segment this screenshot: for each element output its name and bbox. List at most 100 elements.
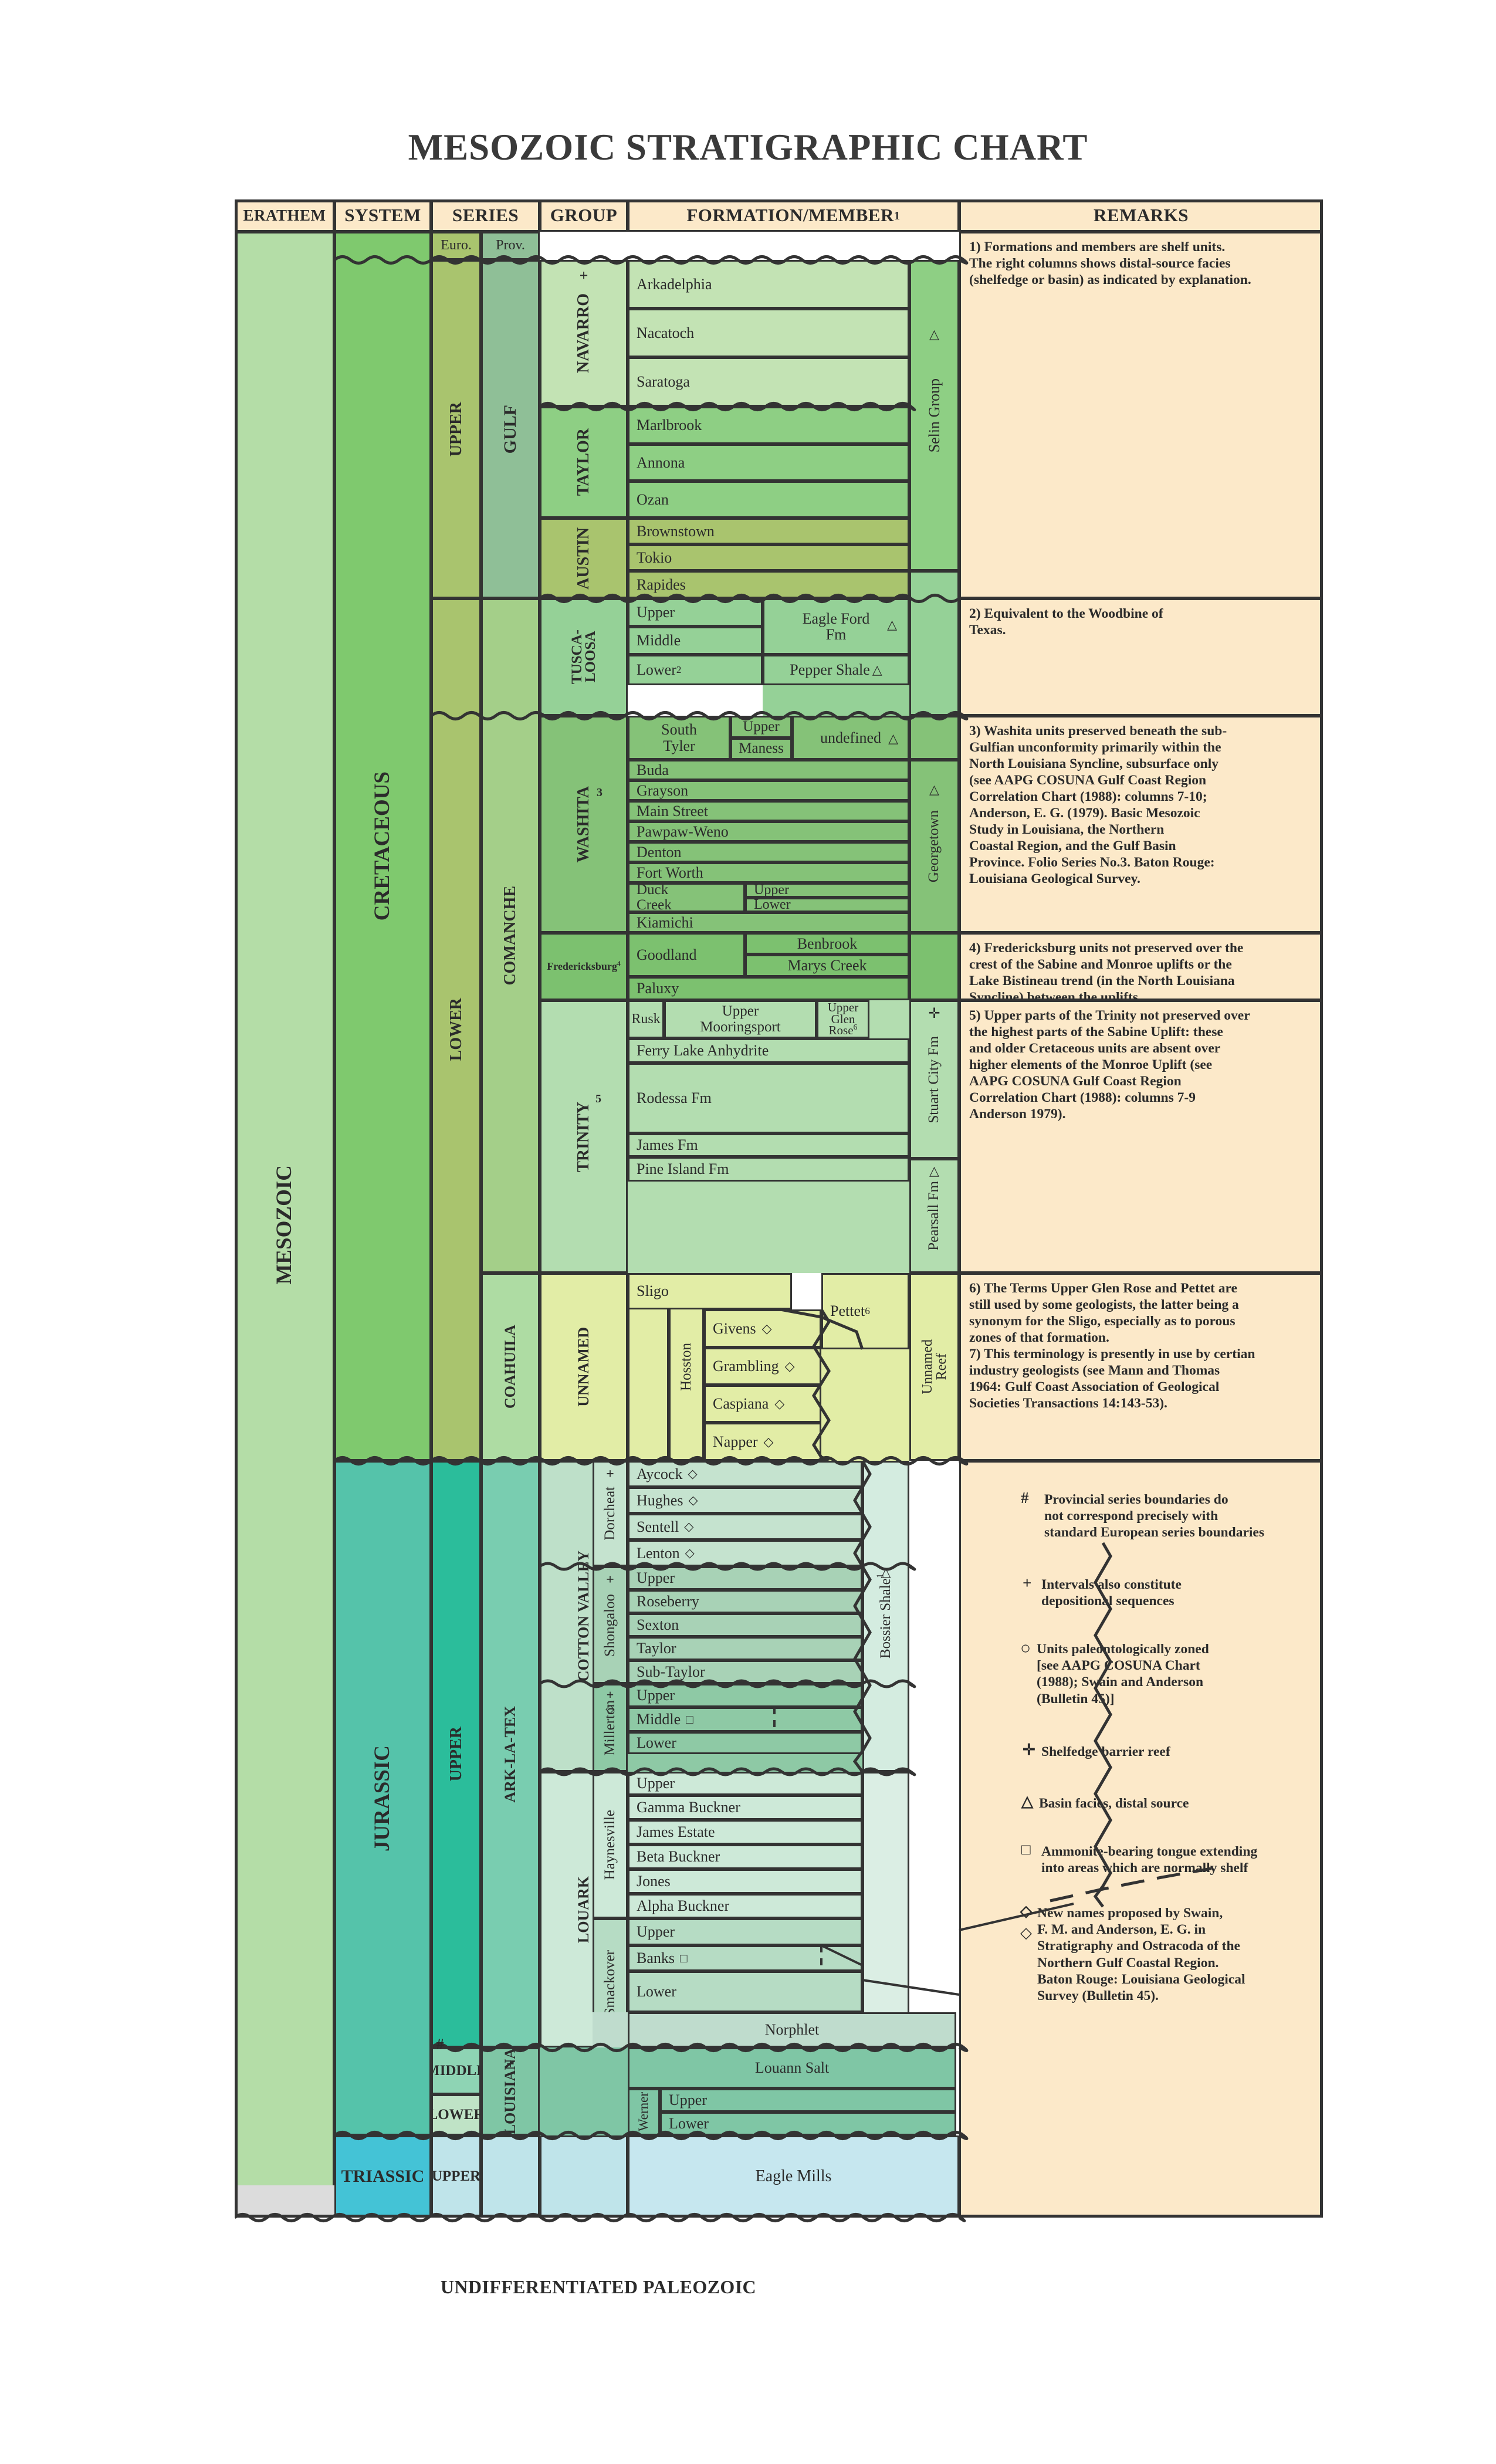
- legend-diamond-icon: ◇: [1020, 1903, 1032, 1920]
- triassic-group-blank: [540, 2135, 628, 2218]
- formation-hughes: Hughes ◇: [628, 1487, 862, 1514]
- formation-main_street: Main Street: [628, 801, 909, 821]
- formation-pine_island: Pine Island Fm: [628, 1157, 909, 1182]
- formation-tokio: Tokio: [628, 544, 909, 571]
- footer-label: UNDIFFERENTIATED PALEOZOIC: [440, 2276, 757, 2297]
- formation-benbrook: Benbrook: [745, 933, 909, 955]
- distal-pearsall: Pearsall Fm △: [909, 1159, 959, 1273]
- remark-1: 1) Formations and members are shelf unit…: [959, 232, 1323, 598]
- formation-annona: Annona: [628, 444, 909, 481]
- formation-sentell: Sentell ◇: [628, 1514, 862, 1540]
- formation-tusc_lower: Lower 2: [628, 655, 763, 685]
- formation-roseberry: Roseberry: [628, 1590, 862, 1613]
- formation-arkadelphia: Arkadelphia: [628, 260, 909, 309]
- formation-banks: Banks □: [628, 1945, 862, 1971]
- formation-jones: Jones: [628, 1869, 862, 1894]
- formation-denton: Denton: [628, 842, 909, 862]
- header-formation: FORMATION/MEMBER 1: [628, 199, 959, 232]
- formation-lenton: Lenton ◇: [628, 1540, 862, 1566]
- formation-maness: Maness: [730, 738, 792, 760]
- legend-plus-icon: +: [1023, 1574, 1032, 1592]
- page-title: MESOZOIC STRATIGRAPHIC CHART: [408, 127, 1088, 168]
- legend-hash-text: Provincial series boundaries do not corre…: [1044, 1492, 1264, 1541]
- formation-werner-upper: Upper: [660, 2089, 956, 2112]
- formation-upper-glen-rose: Upper Glen Rose6: [817, 1000, 869, 1038]
- series-ark-la-tex: ARK-LA-TEX: [481, 1461, 540, 2047]
- formation-ferry_lake: Ferry Lake Anhydrite: [628, 1038, 909, 1063]
- formation-upper-mooringsport: Upper Mooringsport: [664, 1000, 817, 1038]
- distal-pepper-shale: Pepper Shale △: [763, 655, 909, 685]
- legend-diamond-text: New names proposed by Swain, F. M. and An…: [1037, 1905, 1245, 2003]
- haynesville-distal-blank: [862, 1772, 909, 2047]
- formation-givens: Givens ◇: [704, 1309, 821, 1348]
- formation-paluxy: Paluxy: [628, 977, 909, 1000]
- distal-selin-group: Selin Group △: [909, 260, 959, 571]
- group-washita: WASHITA 3: [540, 716, 628, 933]
- formation-pettet: Pettet 6: [821, 1273, 909, 1349]
- formation-duck-creek: Duck Creek: [628, 883, 745, 912]
- formation-duck-upper: Upper: [745, 883, 909, 898]
- group-louisiana: LOUISIANA +: [481, 2047, 540, 2135]
- remark-2: 2) Equivalent to the Woodbine of Texas.: [959, 598, 1323, 716]
- formation-smackover-upper: Upper: [628, 1918, 862, 1945]
- formation-rapides: Rapides: [628, 571, 909, 598]
- remark-4: 4) Fredericksburg units not preserved ov…: [959, 933, 1323, 1000]
- legend-reef-text: Shelfedge barrier reef: [1041, 1744, 1170, 1759]
- formation-louann-salt: Louann Salt: [628, 2047, 956, 2089]
- formation-haynesville: Haynesville: [593, 1772, 628, 1918]
- header-remarks: REMARKS: [959, 199, 1323, 232]
- distal-georgetown: Georgetown △: [909, 760, 959, 933]
- formation-millerton-upper: Upper: [628, 1684, 862, 1707]
- formation-kiamichi: Kiamichi: [628, 912, 909, 933]
- formation-werner: Werner: [628, 2089, 660, 2135]
- formation-james: James Fm: [628, 1133, 909, 1157]
- distal-malver-shale: undefined △: [792, 716, 909, 760]
- formation-eagle-mills: Eagle Mills: [628, 2135, 959, 2218]
- formation-werner-lower: Lower: [660, 2112, 956, 2135]
- formation-millerton: Millerton + ◇: [593, 1684, 628, 1772]
- formation-alpha-buckner: Alpha Buckner: [628, 1894, 862, 1918]
- legend-circle-icon: ○: [1020, 1639, 1031, 1658]
- group-austin: AUSTIN: [540, 518, 628, 598]
- series-upper-triassic: UPPER: [431, 2135, 481, 2218]
- legend-square-text: Ammonite-bearing tongue extending into a…: [1041, 1844, 1258, 1876]
- legend-plus-text: Intervals also constitute depositional se…: [1041, 1577, 1182, 1609]
- formation-taylor-member: Taylor: [628, 1637, 862, 1660]
- remark-6-7: 6) The Terms Upper Glen Rose and Pettet …: [959, 1273, 1323, 1461]
- legend-hash-icon: #: [1021, 1489, 1029, 1507]
- series-upper-cretaceous: UPPER: [431, 260, 481, 598]
- trinity-blank: [869, 1000, 909, 1038]
- formation-grayson: Grayson: [628, 780, 909, 801]
- series-triassic-blank: [481, 2135, 540, 2218]
- series-hash-marker: #: [436, 2036, 444, 2053]
- formation-fort_worth: Fort Worth: [628, 862, 909, 883]
- formation-millerton-middle: Middle □: [628, 1707, 862, 1732]
- formation-napper: Napper ◇: [704, 1423, 821, 1461]
- series-lower-jurassic: LOWER: [431, 2094, 481, 2135]
- norphlet-left-blank: [593, 2012, 628, 2047]
- remark-3: 3) Washita units preserved beneath the s…: [959, 716, 1323, 933]
- legend-square-icon: □: [1021, 1841, 1031, 1858]
- formation-goodland: Goodland: [628, 933, 745, 977]
- formation-duck-lower: Lower: [745, 898, 909, 912]
- formation-millerton-lower: Lower: [628, 1732, 862, 1754]
- legend-triangle-icon: △: [1021, 1793, 1033, 1810]
- distal-tuscaloosa-blank: [909, 571, 959, 716]
- formation-sexton: Sexton: [628, 1613, 862, 1637]
- legend-reef-icon: ✛: [1023, 1741, 1035, 1758]
- header-series: SERIES: [431, 199, 540, 232]
- tusc-blank: [763, 685, 909, 716]
- formation-aycock: Aycock ◇: [628, 1461, 862, 1487]
- formation-grambling: Grambling ◇: [704, 1348, 821, 1385]
- formation-rodessa: Rodessa Fm: [628, 1063, 909, 1133]
- paleozoic-strip: [235, 2185, 334, 2218]
- formation-sub-taylor: Sub-Taylor: [628, 1660, 862, 1684]
- series-comanche: COMANCHE: [481, 598, 540, 1273]
- group-navarro: NAVARRO +: [540, 260, 628, 407]
- formation-tusc_upper: Upper: [628, 598, 763, 627]
- distal-stuart-city: Stuart City Fm ✛: [909, 1000, 959, 1159]
- distal-eagle-ford: Eagle Ford Fm △: [763, 598, 909, 655]
- formation-sligo: Sligo: [628, 1273, 792, 1309]
- group-fredericksburg: Fredericksburg4: [540, 933, 628, 1000]
- remark-5: 5) Upper parts of the Trinity not preser…: [959, 1000, 1323, 1273]
